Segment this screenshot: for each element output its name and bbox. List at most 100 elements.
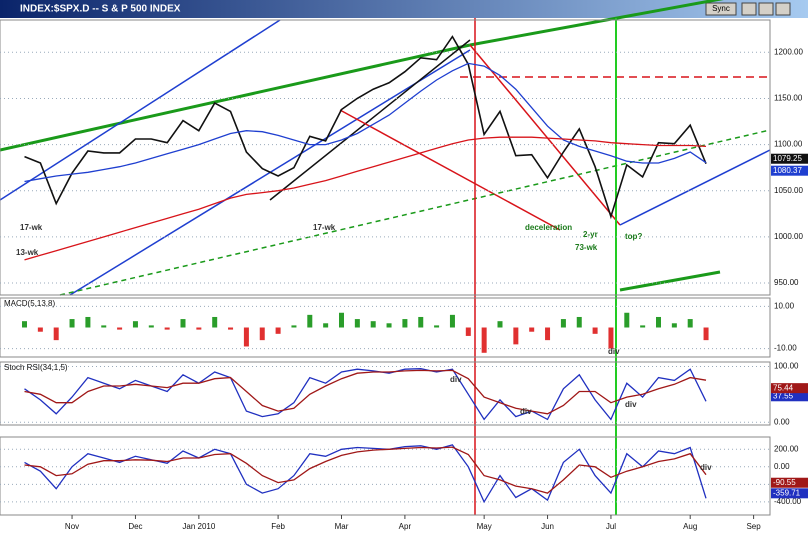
close-button[interactable] <box>775 2 791 16</box>
macd-bar <box>370 321 376 328</box>
panel-frame <box>0 19 771 296</box>
x-tick-label: Nov <box>65 522 79 531</box>
trend-line <box>619 270 721 292</box>
value-label: -359.71 <box>773 488 801 497</box>
annotation: div <box>700 463 712 472</box>
y-tick-label: 0.00 <box>774 462 790 471</box>
y-tick-label: 1050.00 <box>774 186 803 195</box>
annotation: 17-wk <box>20 223 43 232</box>
panel-frame <box>0 436 771 516</box>
value-label: 1080.37 <box>773 166 802 175</box>
x-tick-label: Jan 2010 <box>182 522 215 531</box>
macd-bar <box>275 327 281 334</box>
trend-line <box>469 0 724 47</box>
macd-bar <box>576 316 582 328</box>
value-box <box>771 477 808 488</box>
y-tick-label: 10.00 <box>774 302 795 311</box>
macd-bar <box>196 327 202 330</box>
x-tick-label: Aug <box>683 522 697 531</box>
macd-bar <box>69 319 75 328</box>
macd-bar <box>180 319 186 328</box>
y-tick-label: 1200.00 <box>774 47 803 56</box>
macd-bar <box>624 312 630 328</box>
series-line <box>24 444 707 504</box>
sync-button[interactable] <box>705 2 737 16</box>
series-line <box>24 446 707 494</box>
series-line <box>24 62 707 183</box>
trend-line <box>469 44 621 226</box>
value-box <box>771 165 808 176</box>
macd-bar <box>228 327 234 330</box>
x-tick-label: Feb <box>271 522 285 531</box>
panel-frame <box>0 297 771 358</box>
annotation: div <box>450 375 462 384</box>
value-label: 1079.25 <box>773 154 802 163</box>
macd-bar <box>53 327 59 341</box>
macd-bar <box>148 325 154 328</box>
value-box <box>771 383 808 394</box>
macd-bar <box>386 323 392 328</box>
y-tick-label: 100.00 <box>774 362 799 371</box>
macd-bar <box>212 316 218 328</box>
annotation: 17-wk <box>313 223 336 232</box>
y-tick-label: 1150.00 <box>774 94 803 103</box>
x-tick-label: Sep <box>746 522 761 531</box>
x-tick-label: Dec <box>128 522 142 531</box>
macd-bar <box>402 319 408 328</box>
macd-bar <box>354 319 360 328</box>
macd-bar <box>22 321 27 328</box>
series-line <box>24 136 707 261</box>
window-title: INDEX:$SPX.D -- S & P 500 INDEX <box>20 4 181 15</box>
macd-bar <box>449 314 455 328</box>
series-line <box>24 368 707 421</box>
macd-bar <box>164 327 170 330</box>
series-line <box>24 35 707 220</box>
trend-line <box>269 39 471 201</box>
value-label: 37.55 <box>773 391 794 400</box>
macd-bar <box>339 312 344 328</box>
macd-bar <box>418 316 424 328</box>
macd-bar <box>465 327 471 336</box>
macd-bar <box>529 327 535 332</box>
annotation: top? <box>625 232 642 241</box>
macd-bar <box>656 316 661 328</box>
value-box <box>771 391 808 402</box>
macd-bar <box>640 325 646 328</box>
annotation: div <box>625 400 637 409</box>
y-tick-label: -10.00 <box>774 344 797 353</box>
macd-bar <box>101 325 107 328</box>
panel-title: MACD(5,13,8) <box>4 299 55 308</box>
macd-bar <box>560 319 566 328</box>
value-label: 75.44 <box>773 383 794 392</box>
macd-bar <box>243 327 249 347</box>
title-bar: INDEX:$SPX.D -- S & P 500 INDEX Sync <box>0 0 808 18</box>
x-tick-label: Jun <box>541 522 554 531</box>
trend-line <box>0 19 281 201</box>
x-tick-label: May <box>477 522 492 531</box>
minimize-button[interactable] <box>741 2 757 16</box>
y-tick-label: 200.00 <box>774 444 799 453</box>
macd-bar <box>117 327 123 330</box>
y-tick-label: 0.00 <box>774 417 790 426</box>
panel-frame <box>0 361 771 426</box>
macd-bar <box>671 323 677 328</box>
macd-bar <box>703 327 709 341</box>
maximize-button[interactable] <box>758 2 774 16</box>
macd-bar <box>259 327 265 341</box>
macd-bar <box>497 321 503 328</box>
annotation: 2-yr <box>583 230 598 239</box>
annotation: div <box>520 407 532 416</box>
title-bar-bg <box>0 0 808 18</box>
annotation: 13-wk <box>16 248 39 257</box>
annotation: 73-wk <box>575 243 598 252</box>
trend-line <box>0 43 471 152</box>
value-box <box>771 488 808 499</box>
value-label: -90.55 <box>773 478 796 487</box>
annotation: div <box>608 347 620 356</box>
macd-bar <box>291 325 297 328</box>
y-tick-label: 950.00 <box>774 278 799 287</box>
macd-bar <box>687 319 693 328</box>
macd-bar <box>37 327 43 332</box>
trend-line <box>619 149 771 226</box>
